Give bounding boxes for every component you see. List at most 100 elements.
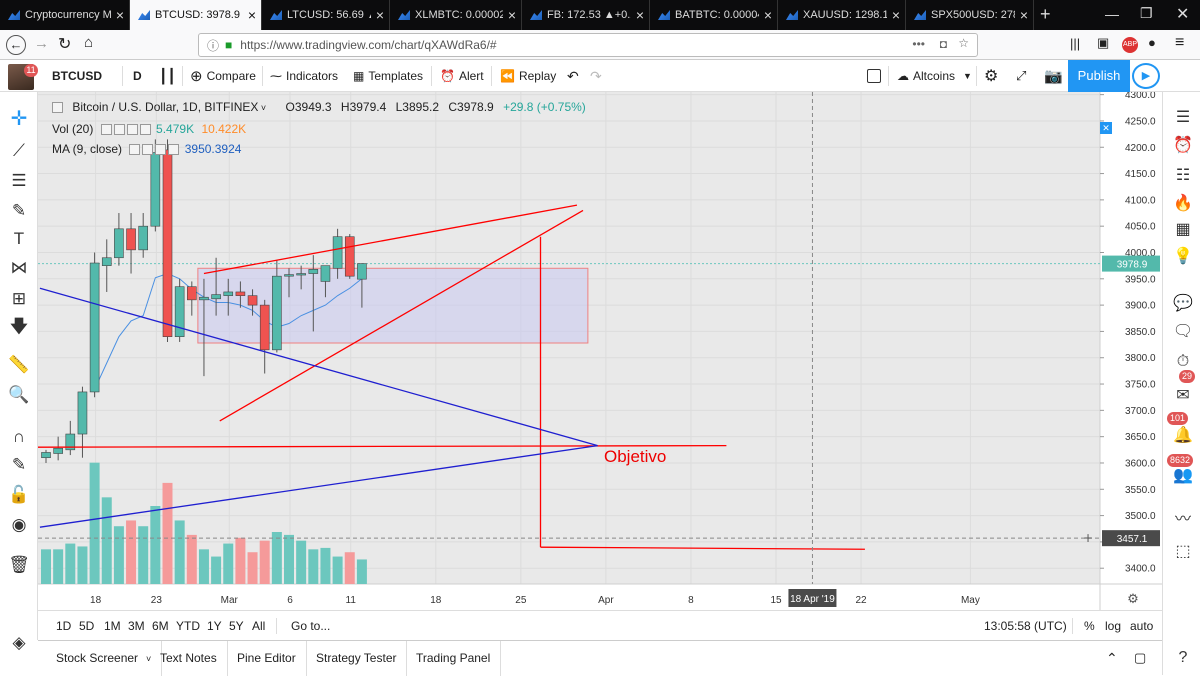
chart-pane[interactable]: 4300.0 4250.0 4200.0 4150.0 4100.0 4050.0 4000… [37, 90, 1162, 610]
text-tool-icon[interactable]: T [13, 229, 25, 248]
tab-close-icon[interactable]: × [891, 7, 901, 23]
page-actions-icon[interactable]: ••• [912, 37, 925, 51]
zoom-in-icon[interactable]: 🔍 [8, 385, 30, 404]
chart-canvas[interactable]: 4300.0 4250.0 4200.0 4150.0 4100.0 4050.0 4000… [37, 90, 1162, 610]
range-1d[interactable]: 1D [56, 619, 72, 633]
utc-clock[interactable]: 13:05:58 (UTC) [984, 619, 1067, 633]
tab-close-icon[interactable]: × [763, 7, 773, 23]
tab-close-icon[interactable]: × [115, 7, 125, 23]
layout-select[interactable]: ☁ Altcoins ▼ [897, 69, 972, 83]
chevron-up-icon[interactable]: ⌃ [1106, 650, 1118, 666]
forward-icon[interactable]: → [34, 35, 49, 52]
brush-icon[interactable]: ✎ [11, 201, 27, 220]
browser-tab[interactable]: FB: 172.53 ▲+0.27%× [522, 0, 650, 30]
browser-tab[interactable]: XAUUSD: 1298.199× [778, 0, 906, 30]
new-tab-icon[interactable]: + [1040, 4, 1051, 24]
address-bar[interactable]: ⓘ ■ https://www.tradingview.com/chart/qX… [198, 33, 978, 57]
window-close-icon[interactable]: ✕ [1176, 6, 1190, 23]
pocket-icon[interactable]: ◘ [939, 37, 947, 51]
messages-icon[interactable]: ✉ [1176, 387, 1190, 404]
range-3m[interactable]: 3M [128, 619, 145, 633]
camera-icon[interactable]: 📷 [1044, 68, 1063, 85]
browser-tab-active[interactable]: BTCUSD: 3978.9 ▲+× [130, 0, 262, 30]
redo-icon[interactable]: ↷ [590, 67, 602, 84]
ruler-icon[interactable]: 📏 [8, 355, 30, 374]
crosshair-icon[interactable]: ✛ [10, 108, 28, 130]
data-window-icon[interactable]: ☷ [1175, 167, 1191, 184]
tab-pine-editor[interactable]: Pine Editor [227, 641, 307, 676]
browser-tab[interactable]: BATBTC: 0.0000497× [650, 0, 778, 30]
arrow-down-icon[interactable]: 🡇 [10, 317, 28, 336]
back-icon[interactable]: ← [6, 35, 26, 55]
range-all[interactable]: All [252, 619, 266, 633]
trend-line-icon[interactable]: ⟋ [13, 141, 25, 160]
chevron-down-icon[interactable]: ˅ [258, 103, 267, 113]
order-panel-icon[interactable]: ⬚ [1175, 543, 1191, 560]
alert-button[interactable]: ⏰ Alert [440, 69, 484, 83]
publish-button[interactable]: Publish [1068, 60, 1130, 92]
browser-tab[interactable]: LTCUSD: 56.69 ▲+3.× [262, 0, 390, 30]
auto-toggle[interactable]: auto [1130, 619, 1154, 633]
library-icon[interactable]: ||| [1070, 36, 1081, 51]
lock-icon[interactable]: 🔓 [8, 485, 30, 504]
chat-icon[interactable]: 💬 [1173, 295, 1193, 312]
menu-icon[interactable]: ≡ [1175, 34, 1185, 51]
tab-close-icon[interactable]: × [375, 7, 385, 23]
info-icon[interactable]: ⓘ [207, 38, 220, 53]
fib-retracement-icon[interactable]: ☰ [11, 171, 27, 190]
tab-close-icon[interactable]: × [1019, 7, 1029, 23]
bell-icon[interactable]: 🔔 [1173, 427, 1193, 444]
fullscreen-chart-icon[interactable] [867, 69, 881, 83]
streams-icon[interactable]: 🗨 [1172, 323, 1194, 340]
compare-button[interactable]: ⊕ Compare [190, 68, 256, 85]
alerts-clock-icon[interactable]: ⏰ [1173, 137, 1193, 154]
annotation-objetivo[interactable]: Objetivo [604, 447, 667, 466]
adblock-icon[interactable]: ABP [1122, 37, 1138, 53]
legend-controls[interactable] [129, 142, 181, 156]
browser-tab[interactable]: SPX500USD: 2788.0× [906, 0, 1034, 30]
maximize-panel-icon[interactable]: ▢ [1134, 650, 1147, 665]
minimize-icon[interactable]: — [1105, 6, 1119, 22]
trash-icon[interactable]: 🗑 [8, 555, 30, 574]
reload-icon[interactable]: ↻ [58, 36, 72, 53]
tab-strategy-tester[interactable]: Strategy Tester [306, 641, 408, 676]
watchlist-icon[interactable]: ☰ [1175, 109, 1191, 126]
eye-icon[interactable]: ◉ [11, 515, 27, 534]
browser-tab[interactable]: XLMBTC: 0.0000268× [390, 0, 522, 30]
tab-close-icon[interactable]: × [635, 7, 645, 23]
collapse-icon[interactable] [52, 102, 63, 114]
symbol-search[interactable]: BTCUSD [52, 69, 102, 83]
home-icon[interactable]: ⌂ [84, 34, 94, 51]
tab-text-notes[interactable]: Text Notes [150, 641, 228, 676]
indicators-button[interactable]: ⁓ Indicators [270, 69, 339, 83]
lock-drawings-icon[interactable]: ✎ [11, 455, 27, 474]
interval-select[interactable]: D [133, 69, 142, 83]
range-1m[interactable]: 1M [104, 619, 121, 633]
range-6m[interactable]: 6M [152, 619, 169, 633]
tab-trading-panel[interactable]: Trading Panel [406, 641, 502, 676]
tab-close-icon[interactable]: × [507, 7, 517, 23]
close-panel-icon[interactable]: ✕ [1100, 122, 1112, 134]
vol-label[interactable]: Vol (20) [52, 122, 94, 136]
tab-stock-screener[interactable]: Stock Screener ˅ [46, 641, 163, 676]
tab-close-icon[interactable]: × [247, 7, 257, 23]
pulse-icon[interactable]: 〰 [1174, 511, 1191, 528]
percent-toggle[interactable]: % [1084, 619, 1095, 633]
browser-tab[interactable]: Cryptocurrency Mar× [0, 0, 130, 30]
legend-title[interactable]: Bitcoin / U.S. Dollar, 1D, BITFINEX [72, 100, 259, 114]
people-icon[interactable]: 👥 [1173, 467, 1193, 484]
magnet-icon[interactable]: ∩ [12, 427, 26, 446]
legend-controls[interactable] [100, 122, 153, 136]
range-5d[interactable]: 5D [79, 619, 95, 633]
maximize-icon[interactable]: ❐ [1140, 5, 1153, 21]
extension-icon[interactable]: ● [1148, 35, 1156, 50]
ma-label[interactable]: MA (9, close) [52, 142, 123, 156]
range-1y[interactable]: 1Y [207, 619, 222, 633]
layers-icon[interactable]: ◈ [12, 633, 26, 652]
notifications-icon[interactable]: ⏱ [1176, 353, 1190, 370]
hotlist-icon[interactable]: 🔥 [1173, 195, 1193, 212]
help-icon[interactable]: ? [1178, 649, 1188, 666]
expand-icon[interactable]: ⤢ [1016, 68, 1027, 83]
settings-gear-icon[interactable]: ⚙ [984, 68, 999, 85]
prediction-icon[interactable]: ⊞ [11, 289, 27, 308]
